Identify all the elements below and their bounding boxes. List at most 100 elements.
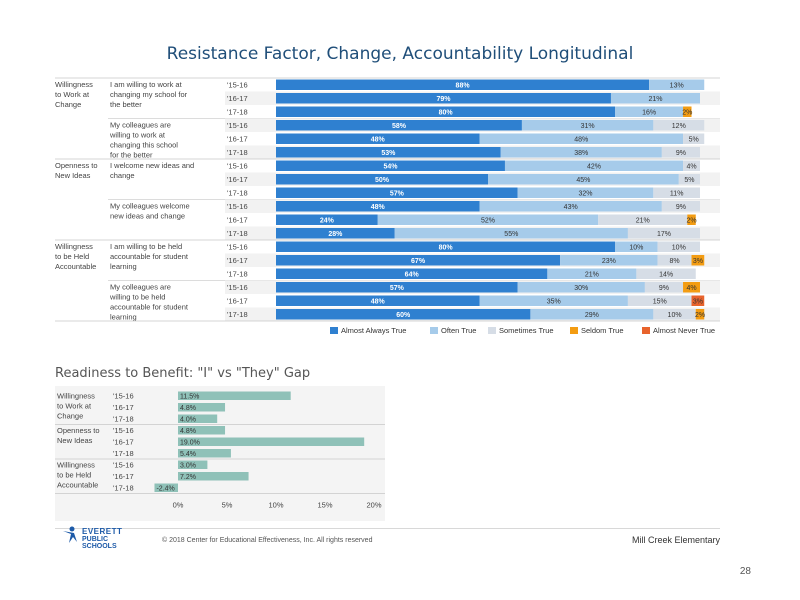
logo-text-line1: EVERETT xyxy=(82,527,123,536)
data-label: 10% xyxy=(672,245,686,252)
bar-segment xyxy=(695,309,705,320)
year-label: '16-17 xyxy=(113,403,134,412)
data-label: 32% xyxy=(579,191,593,198)
data-label: 48% xyxy=(371,137,386,144)
year-label: '15-16 xyxy=(227,283,248,292)
bar-segment xyxy=(653,309,696,320)
bar-segment xyxy=(649,79,705,90)
bar-segment xyxy=(691,295,705,306)
bar-segment xyxy=(653,120,705,131)
category-label: New Ideas xyxy=(57,436,93,445)
data-label: 45% xyxy=(576,177,590,184)
year-label: '16-17 xyxy=(227,175,248,184)
bar-segment xyxy=(276,174,488,185)
data-label: 5% xyxy=(689,137,699,144)
gap-bar xyxy=(178,437,365,446)
bar-segment xyxy=(276,106,616,117)
bar-segment xyxy=(661,201,700,212)
bar-segment xyxy=(276,147,501,158)
legend-label: Almost Never True xyxy=(653,326,715,335)
bar-segment xyxy=(627,295,692,306)
question-label: changing this school xyxy=(110,141,178,150)
data-label: 52% xyxy=(481,218,495,225)
bar-segment xyxy=(276,201,480,212)
bar-segment xyxy=(276,120,522,131)
category-label: to Work at xyxy=(57,402,92,411)
bar-segment xyxy=(479,133,684,144)
data-label: 19.0% xyxy=(180,440,200,447)
category-label: Accountable xyxy=(57,481,98,490)
data-label: 31% xyxy=(581,123,595,130)
person-star-icon xyxy=(63,526,77,543)
data-label: 80% xyxy=(439,245,454,252)
gap-bar xyxy=(178,414,218,423)
year-label: '17-18 xyxy=(113,484,134,493)
data-label: 24% xyxy=(320,218,335,225)
bar-segment xyxy=(530,309,654,320)
legend-swatch xyxy=(642,327,650,334)
bar-segment xyxy=(560,255,658,266)
year-label: '15-16 xyxy=(113,461,134,470)
data-label: 4% xyxy=(686,164,696,171)
bar-segment xyxy=(479,201,662,212)
year-label: '17-18 xyxy=(227,310,248,319)
school-name: Mill Creek Elementary xyxy=(631,535,720,545)
bar-segment xyxy=(517,282,645,293)
data-label: 3% xyxy=(693,299,703,306)
bar-segment xyxy=(547,268,637,279)
x-tick-label: 15% xyxy=(317,501,332,510)
question-label: change xyxy=(110,171,135,180)
gap-bar xyxy=(178,460,208,469)
year-label: '15-16 xyxy=(113,392,134,401)
gap-bar xyxy=(178,449,231,458)
data-label: 10% xyxy=(668,312,682,319)
category-label: New Ideas xyxy=(55,171,91,180)
data-label: 12% xyxy=(672,123,686,130)
data-label: 54% xyxy=(383,164,398,171)
category-label: to be Held xyxy=(55,252,89,261)
data-label: 4.8% xyxy=(180,428,196,435)
data-label: 7.2% xyxy=(180,474,196,481)
bar-segment xyxy=(683,133,705,144)
data-label: 16% xyxy=(642,110,656,117)
year-label: '17-18 xyxy=(227,270,248,279)
data-label: 2% xyxy=(682,110,692,117)
category-label: to be Held xyxy=(57,471,91,480)
bar-segment xyxy=(394,228,628,239)
data-label: 64% xyxy=(405,272,420,279)
bar-segment xyxy=(615,106,684,117)
year-label: '16-17 xyxy=(227,216,248,225)
x-tick-label: 20% xyxy=(366,501,381,510)
data-label: 43% xyxy=(564,204,578,211)
year-label: '16-17 xyxy=(227,297,248,306)
question-label: My colleagues welcome xyxy=(110,202,190,211)
x-tick-label: 10% xyxy=(268,501,283,510)
bar-segment xyxy=(627,228,700,239)
question-label: changing my school for xyxy=(110,90,188,99)
year-label: '17-18 xyxy=(227,108,248,117)
data-label: 88% xyxy=(456,83,471,90)
data-label: 50% xyxy=(375,177,390,184)
year-label: '15-16 xyxy=(227,202,248,211)
data-label: -2.4% xyxy=(156,486,174,493)
legend-label: Seldom True xyxy=(581,326,624,335)
bar-segment xyxy=(276,160,505,171)
data-label: 9% xyxy=(676,150,686,157)
data-label: 21% xyxy=(636,218,650,225)
bar-segment xyxy=(377,214,599,225)
data-label: 42% xyxy=(587,164,601,171)
data-label: 14% xyxy=(659,272,673,279)
question-label: willing to be held xyxy=(109,293,165,302)
data-label: 35% xyxy=(547,299,561,306)
data-label: 5.4% xyxy=(180,451,196,458)
question-label: learning xyxy=(110,262,137,271)
question-label: accountable for student xyxy=(110,303,189,312)
data-label: 4.0% xyxy=(180,417,196,424)
data-label: 3% xyxy=(693,258,703,265)
category-label: Willingness xyxy=(57,461,95,470)
legend-label: Often True xyxy=(441,326,476,335)
year-label: '15-16 xyxy=(227,243,248,252)
data-label: 15% xyxy=(653,299,667,306)
data-label: 79% xyxy=(436,96,451,103)
page-title: Resistance Factor, Change, Accountabilit… xyxy=(166,44,634,64)
